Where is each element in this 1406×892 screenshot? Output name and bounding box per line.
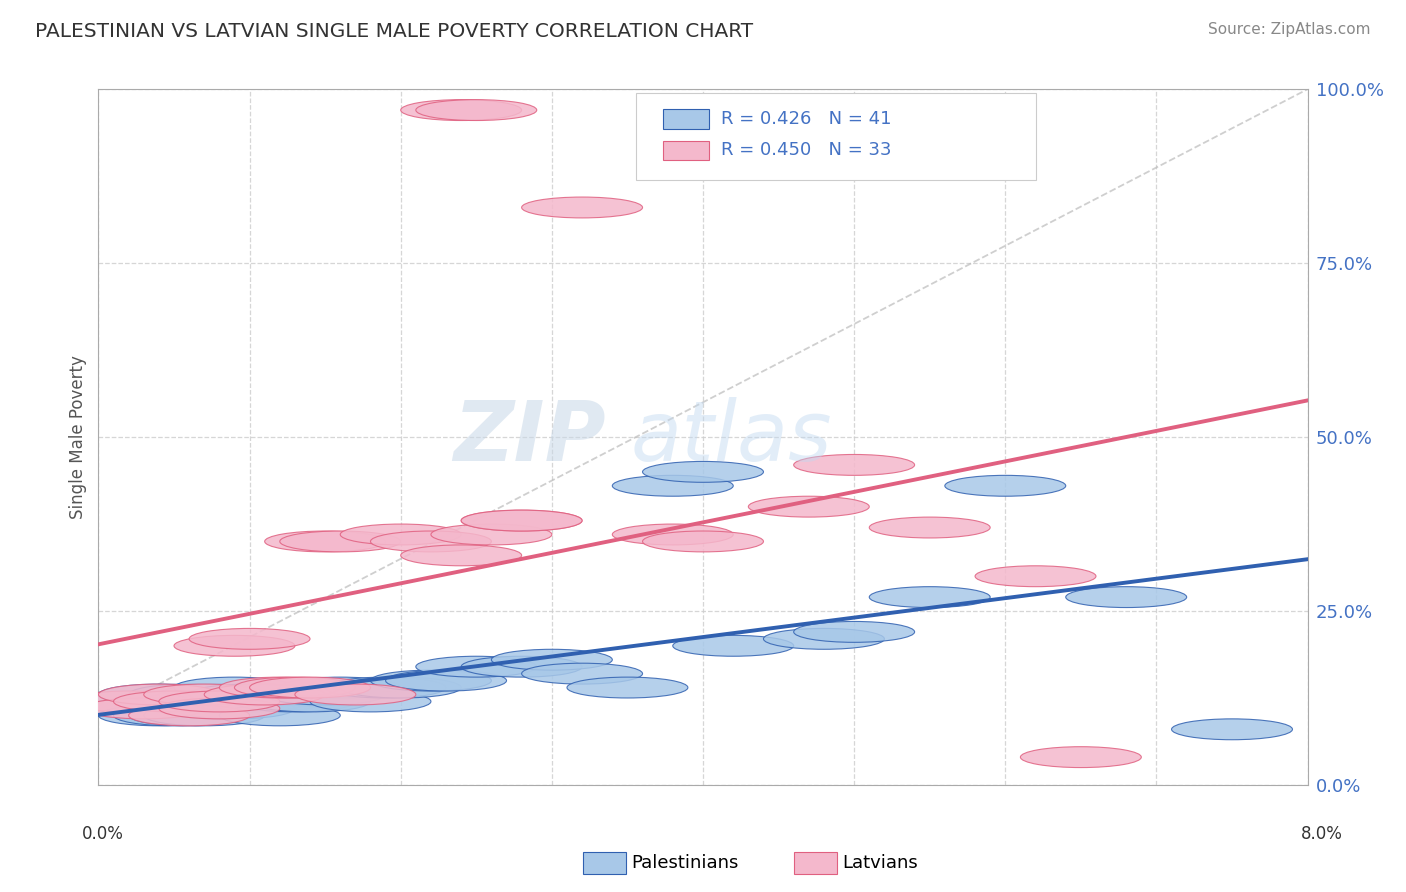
Ellipse shape [763,628,884,649]
Ellipse shape [794,455,915,475]
Ellipse shape [219,677,340,698]
Ellipse shape [264,684,385,705]
Text: Latvians: Latvians [842,854,918,872]
Ellipse shape [295,684,416,705]
Ellipse shape [204,684,325,705]
Ellipse shape [83,698,204,719]
Ellipse shape [83,698,204,719]
Text: 0.0%: 0.0% [82,825,124,843]
Ellipse shape [98,705,219,726]
Ellipse shape [159,698,280,719]
Ellipse shape [794,622,915,642]
Ellipse shape [869,517,990,538]
Ellipse shape [190,628,311,649]
Ellipse shape [129,684,250,705]
Ellipse shape [129,705,250,726]
Ellipse shape [869,587,990,607]
Ellipse shape [325,677,446,698]
Ellipse shape [1066,587,1187,607]
Ellipse shape [340,524,461,545]
Ellipse shape [311,691,432,712]
Ellipse shape [129,705,250,726]
Ellipse shape [613,475,734,496]
Ellipse shape [280,531,401,552]
Ellipse shape [461,510,582,531]
Ellipse shape [204,691,325,712]
Y-axis label: Single Male Poverty: Single Male Poverty [69,355,87,519]
Ellipse shape [143,691,264,712]
Ellipse shape [1021,747,1142,767]
Ellipse shape [174,635,295,657]
Ellipse shape [219,705,340,726]
Ellipse shape [385,670,506,691]
Text: atlas: atlas [630,397,832,477]
Ellipse shape [250,691,371,712]
Text: ZIP: ZIP [454,397,606,477]
Ellipse shape [748,496,869,517]
Ellipse shape [461,510,582,531]
Ellipse shape [114,691,235,712]
Ellipse shape [492,649,613,670]
Text: Palestinians: Palestinians [631,854,738,872]
Ellipse shape [190,691,311,712]
Ellipse shape [250,677,371,698]
Ellipse shape [69,691,190,712]
Ellipse shape [98,684,219,705]
Ellipse shape [371,531,492,552]
Ellipse shape [401,100,522,120]
Ellipse shape [401,545,522,566]
Ellipse shape [98,684,219,705]
Ellipse shape [416,100,537,120]
Ellipse shape [280,677,401,698]
Text: R = 0.426   N = 41: R = 0.426 N = 41 [721,110,891,128]
Ellipse shape [613,524,734,545]
Ellipse shape [159,691,280,712]
Ellipse shape [432,524,551,545]
Ellipse shape [143,705,264,726]
Ellipse shape [643,531,763,552]
Ellipse shape [340,677,461,698]
Ellipse shape [264,531,385,552]
Ellipse shape [945,475,1066,496]
FancyBboxPatch shape [637,93,1035,179]
FancyBboxPatch shape [664,141,709,161]
Text: R = 0.450   N = 33: R = 0.450 N = 33 [721,142,891,160]
Ellipse shape [174,698,295,719]
Ellipse shape [522,197,643,218]
Ellipse shape [159,684,280,705]
Text: PALESTINIAN VS LATVIAN SINGLE MALE POVERTY CORRELATION CHART: PALESTINIAN VS LATVIAN SINGLE MALE POVER… [35,22,754,41]
Ellipse shape [461,657,582,677]
FancyBboxPatch shape [664,110,709,128]
Ellipse shape [1171,719,1292,739]
Text: 8.0%: 8.0% [1301,825,1343,843]
Ellipse shape [114,705,235,726]
Text: Source: ZipAtlas.com: Source: ZipAtlas.com [1208,22,1371,37]
Ellipse shape [643,461,763,483]
Ellipse shape [235,677,356,698]
Ellipse shape [522,664,643,684]
Ellipse shape [174,677,295,698]
Ellipse shape [190,684,311,705]
Ellipse shape [371,670,492,691]
Ellipse shape [673,635,794,657]
Ellipse shape [143,684,264,705]
Ellipse shape [567,677,688,698]
Ellipse shape [69,691,190,712]
Ellipse shape [976,566,1097,587]
Ellipse shape [235,691,356,712]
Ellipse shape [416,657,537,677]
Ellipse shape [114,691,235,712]
Ellipse shape [159,698,280,719]
